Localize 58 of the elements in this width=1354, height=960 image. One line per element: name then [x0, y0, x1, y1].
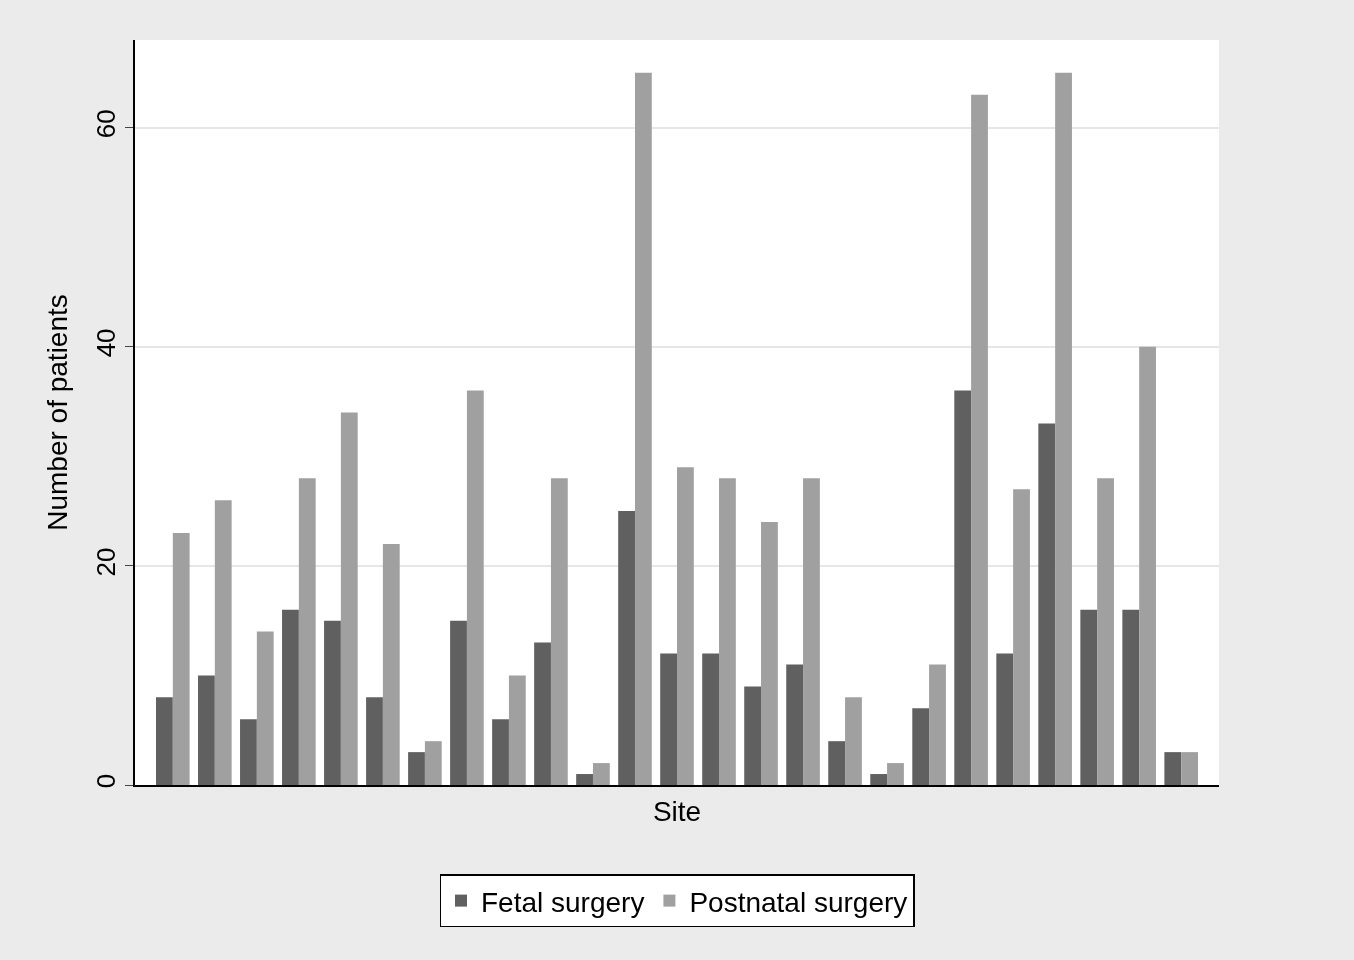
bar	[214, 500, 232, 785]
y-tick-label: 40	[90, 328, 121, 358]
bar	[550, 478, 568, 785]
y-tick-label: 60	[90, 109, 121, 139]
bar	[677, 467, 694, 785]
bar	[450, 620, 467, 785]
bar	[1122, 609, 1140, 785]
bar	[996, 653, 1014, 785]
y-tick-label: 0	[90, 773, 121, 789]
bar	[156, 697, 173, 785]
bar	[508, 675, 526, 785]
bar	[744, 686, 762, 785]
bar	[1164, 752, 1182, 785]
bar	[1181, 752, 1198, 785]
bar	[382, 543, 400, 785]
bar	[592, 763, 610, 785]
bar	[618, 511, 635, 785]
bar	[324, 620, 341, 785]
bar	[366, 697, 383, 785]
legend-label: Postnatal surgery	[689, 886, 908, 918]
bar	[298, 478, 316, 785]
bar	[761, 522, 778, 785]
bar	[929, 664, 946, 785]
bar	[282, 609, 299, 785]
bar	[660, 653, 677, 785]
bar	[1055, 72, 1072, 785]
bar	[1013, 489, 1030, 785]
bar	[240, 719, 257, 785]
bar	[786, 664, 804, 785]
bar	[1139, 346, 1156, 785]
bar	[408, 752, 425, 785]
bar	[912, 708, 930, 785]
bar	[1038, 423, 1056, 785]
bar	[845, 697, 862, 785]
bar	[1080, 609, 1098, 785]
bar	[534, 642, 551, 785]
bar	[870, 774, 888, 785]
bar	[492, 719, 509, 785]
bar	[634, 72, 652, 785]
bar	[340, 412, 358, 785]
bar	[971, 94, 988, 785]
bar	[198, 675, 215, 785]
bar	[424, 741, 442, 785]
bar	[803, 478, 820, 785]
bar	[887, 763, 904, 785]
y-tick-label: 20	[90, 547, 121, 577]
bar	[256, 631, 274, 785]
bar	[1097, 478, 1114, 785]
x-axis-title: Site	[652, 795, 702, 827]
bar	[576, 774, 593, 785]
bar	[954, 390, 972, 785]
bar	[828, 741, 846, 785]
bar	[702, 653, 720, 785]
bar	[172, 533, 190, 785]
y-axis-title: Number of patients	[42, 294, 74, 531]
legend-label: Fetal surgery	[481, 886, 645, 918]
bar	[719, 478, 736, 785]
bar	[466, 390, 484, 785]
